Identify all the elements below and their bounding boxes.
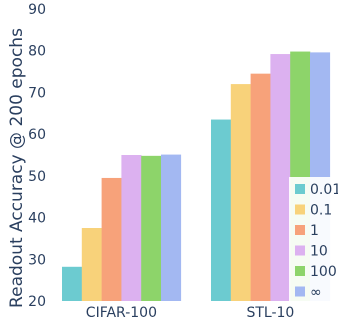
y-tick-label: 90 <box>28 2 46 18</box>
y-tick-label: 20 <box>28 294 46 310</box>
bar <box>101 177 122 301</box>
x-axis-ticks: CIFAR-100 STL-10 <box>86 305 295 320</box>
bar <box>121 155 142 301</box>
bar <box>230 84 251 301</box>
bar <box>250 73 271 302</box>
bar <box>161 154 182 301</box>
legend-swatch <box>295 184 305 194</box>
legend-swatch <box>295 266 305 276</box>
y-tick-label: 50 <box>28 169 46 185</box>
y-tick-label: 70 <box>28 85 46 101</box>
legend-label: 10 <box>310 244 328 260</box>
legend-label: 0.01 <box>310 182 338 198</box>
bar <box>62 266 83 301</box>
bar <box>270 54 291 302</box>
y-axis-ticks: 20 30 40 50 60 70 80 90 <box>28 2 46 310</box>
y-tick-label: 30 <box>28 252 46 268</box>
y-tick-label: 60 <box>28 127 46 143</box>
bars <box>62 51 331 302</box>
bar <box>81 228 102 301</box>
bar <box>211 119 232 302</box>
legend-label: 1 <box>310 223 319 239</box>
bar <box>141 155 162 301</box>
x-tick-label: CIFAR-100 <box>86 305 157 320</box>
legend: 0.01 0.1 1 10 100 ∞ <box>289 177 338 304</box>
legend-swatch <box>295 245 305 256</box>
legend-label: 0.1 <box>310 203 332 219</box>
legend-swatch <box>295 286 305 297</box>
legend-label: ∞ <box>310 285 322 301</box>
y-tick-label: 80 <box>28 44 46 60</box>
legend-background <box>289 177 338 304</box>
legend-label: 100 <box>310 264 337 280</box>
legend-swatch <box>295 225 305 235</box>
y-tick-label: 40 <box>28 211 46 227</box>
legend-swatch <box>295 204 305 215</box>
x-tick-label: STL-10 <box>246 305 294 320</box>
y-axis-title: Readout Accuracy @ 200 epochs <box>7 28 27 308</box>
